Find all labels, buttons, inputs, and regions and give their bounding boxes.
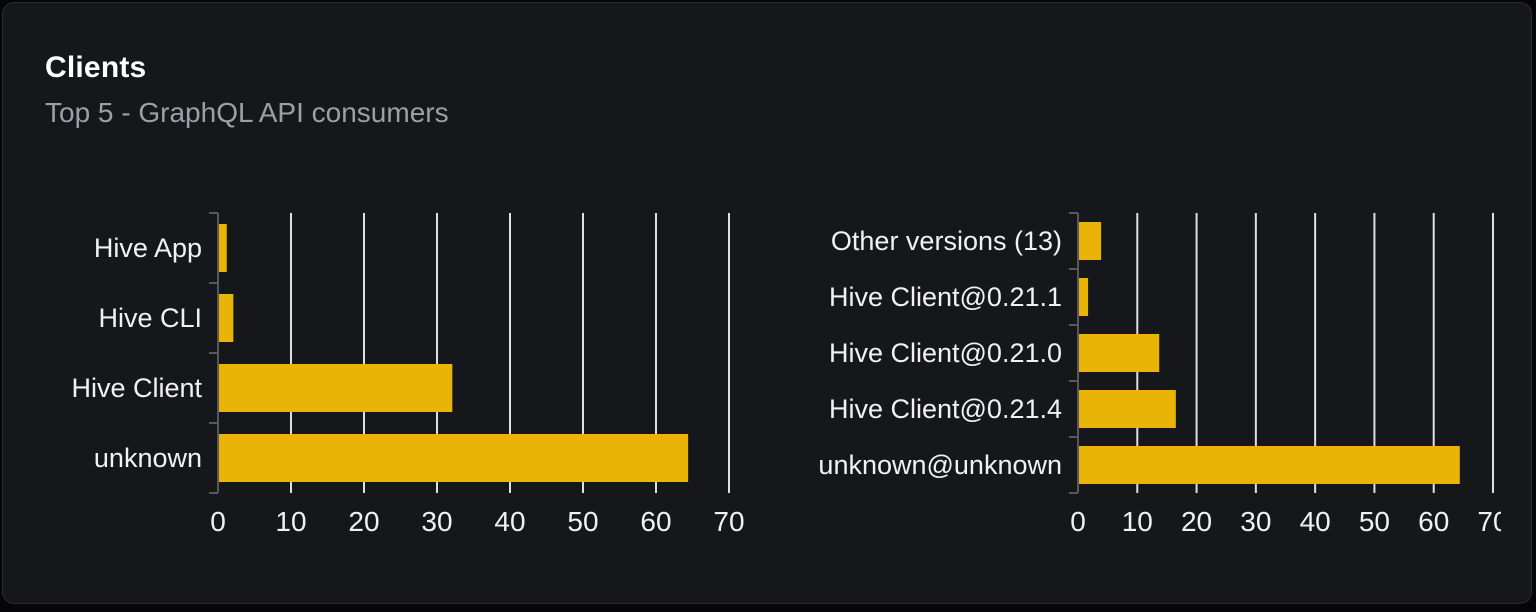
bar [1078, 446, 1460, 484]
category-label: Hive App [94, 233, 202, 263]
x-tick-label: 20 [348, 506, 379, 537]
x-tick-label: 30 [1240, 506, 1271, 537]
bar [1078, 222, 1102, 260]
x-tick-label: 0 [1070, 506, 1086, 537]
x-tick-label: 70 [713, 506, 744, 537]
category-label: Hive Client [71, 373, 202, 403]
x-tick-label: 30 [421, 506, 452, 537]
bar [218, 434, 689, 482]
x-tick-label: 60 [640, 506, 671, 537]
x-tick-label: 40 [494, 506, 525, 537]
category-label: Hive Client@0.21.4 [829, 394, 1062, 424]
category-label: unknown@unknown [818, 450, 1062, 480]
clients-by-name-chart: Hive App Hive CLI Hive Client unknown 0 10 20 3… [71, 212, 744, 537]
category-label: unknown [94, 443, 202, 473]
clients-by-version-chart: Other versions (13) Hive Client@0.21.1 Hiv… [818, 212, 1501, 537]
bar [1078, 334, 1160, 372]
x-tick-label: 10 [1122, 506, 1153, 537]
clients-card: Clients Top 5 - GraphQL API consumers Hi… [2, 2, 1532, 604]
x-tick-label: 60 [1418, 506, 1449, 537]
bar [218, 224, 227, 272]
x-tick-label: 50 [1359, 506, 1390, 537]
bar [1078, 278, 1089, 316]
category-label: Hive Client@0.21.0 [829, 338, 1062, 368]
x-tick-label: 70 [1477, 506, 1501, 537]
category-label: Hive Client@0.21.1 [829, 282, 1062, 312]
card-subtitle: Top 5 - GraphQL API consumers [45, 97, 449, 128]
category-label: Other versions (13) [831, 226, 1062, 256]
bar [218, 364, 453, 412]
bar [218, 294, 234, 342]
x-tick-label: 20 [1181, 506, 1212, 537]
x-tick-label: 10 [275, 506, 306, 537]
category-label: Hive CLI [98, 303, 202, 333]
bar [1078, 390, 1176, 428]
x-tick-label: 0 [210, 506, 226, 537]
card-title: Clients [45, 51, 147, 84]
x-tick-label: 40 [1300, 506, 1331, 537]
x-tick-label: 50 [567, 506, 598, 537]
